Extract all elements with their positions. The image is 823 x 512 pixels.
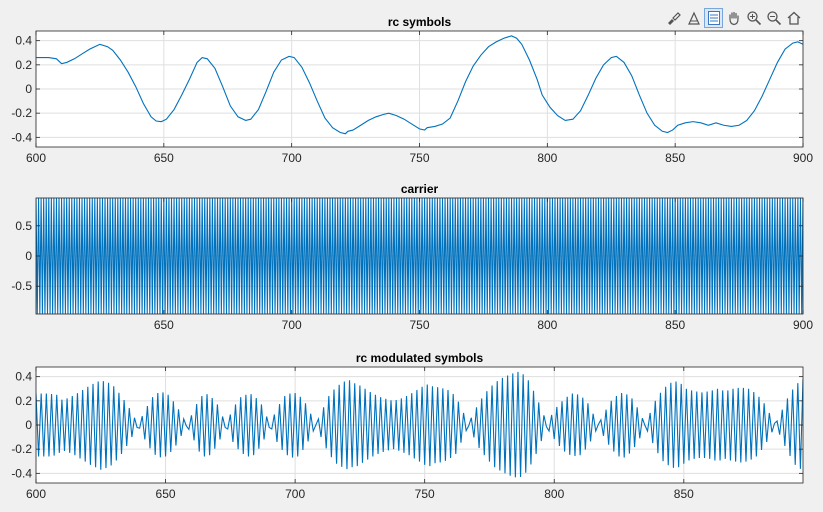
- x-tick-label: 750: [415, 487, 435, 501]
- x-tick-label: 850: [665, 151, 685, 165]
- carrier-axes: 650 700 750 800 850 900 -0.5 0 0.5 carrier: [11, 182, 813, 332]
- zoom-out-button[interactable]: [764, 8, 783, 28]
- zoom-out-icon: [766, 11, 781, 26]
- y-tick-label: -0.2: [11, 442, 32, 456]
- figure-toolbar: [664, 7, 803, 29]
- x-tick-label: 600: [26, 151, 46, 165]
- x-tick-label: 650: [154, 318, 174, 332]
- data-tips-icon: [687, 11, 700, 25]
- x-tick-label: 900: [793, 151, 813, 165]
- series-line[interactable]: [36, 35, 803, 135]
- y-tick-label: 0: [25, 249, 32, 263]
- x-tick-label: 800: [544, 487, 564, 501]
- y-tick-label: -0.5: [11, 279, 32, 293]
- chart-title: rc modulated symbols: [356, 351, 484, 365]
- chart-title: carrier: [401, 182, 439, 196]
- y-tick-label: 0: [25, 418, 32, 432]
- x-tick-label: 850: [665, 318, 685, 332]
- zoom-in-button[interactable]: [744, 8, 763, 28]
- x-tick-label: 850: [674, 487, 694, 501]
- rc-modulated-symbols-axes: 600 650 700 750 800 850 -0.4 -0.2 0 0.2 0.4 rc modu…: [11, 351, 804, 501]
- y-tick-label: -0.4: [11, 466, 32, 480]
- x-tick-label: 600: [26, 487, 46, 501]
- x-tick-label: 800: [537, 318, 557, 332]
- y-tick-label: 0.5: [15, 219, 32, 233]
- rc-symbols-axes: 600 650 700 750 800 850 900 -0.4 -0.2 0 0.2 0.4 rc s…: [11, 15, 813, 165]
- legend-icon: [707, 11, 720, 25]
- chart-title: rc symbols: [388, 15, 452, 29]
- zoom-in-icon: [746, 11, 761, 26]
- pan-icon: [728, 11, 739, 26]
- y-tick-label: 0: [25, 82, 32, 96]
- x-tick-label: 700: [282, 318, 302, 332]
- data-tips-button[interactable]: [684, 8, 703, 28]
- y-tick-label: -0.2: [11, 106, 32, 120]
- x-tick-label: 700: [285, 487, 305, 501]
- x-tick-label: 650: [154, 151, 174, 165]
- y-tick-label: 0.2: [15, 58, 32, 72]
- y-tick-label: 0.2: [15, 394, 32, 408]
- home-icon: [787, 11, 800, 25]
- x-tick-label: 750: [409, 151, 429, 165]
- x-tick-label: 650: [156, 487, 176, 501]
- y-tick-label: -0.4: [11, 130, 32, 144]
- brush-icon: [667, 12, 681, 25]
- x-tick-label: 700: [282, 151, 302, 165]
- x-tick-label: 750: [409, 318, 429, 332]
- legend-button[interactable]: [704, 8, 723, 28]
- pan-button[interactable]: [724, 8, 743, 28]
- series-line[interactable]: [36, 371, 803, 478]
- brush-button[interactable]: [664, 8, 683, 28]
- x-tick-label: 900: [793, 318, 813, 332]
- y-tick-label: 0.4: [15, 34, 32, 48]
- x-tick-label: 800: [537, 151, 557, 165]
- home-button[interactable]: [784, 8, 803, 28]
- y-tick-label: 0.4: [15, 370, 32, 384]
